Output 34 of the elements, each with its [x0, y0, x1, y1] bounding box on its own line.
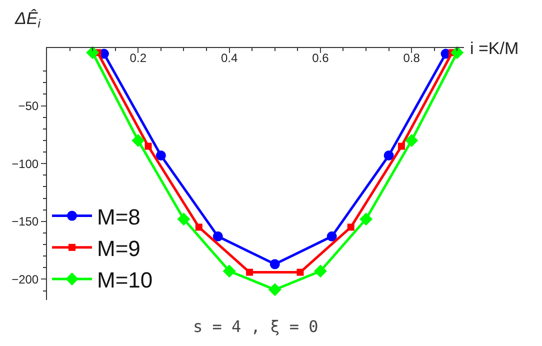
x-axis-title: i =K/M [470, 39, 519, 58]
point [177, 212, 190, 226]
legend-label: M=9 [97, 236, 140, 261]
y-tick-label: −200 [12, 272, 39, 286]
y-tick-label: −100 [12, 156, 39, 171]
point [360, 212, 373, 226]
point [314, 264, 327, 278]
y-tick-label: −50 [18, 99, 39, 113]
point [270, 259, 280, 270]
point [405, 134, 418, 147]
point [398, 142, 405, 150]
x-tick-label: 0.2 [130, 51, 147, 65]
point [132, 134, 145, 147]
x-tick-label: 0.6 [312, 51, 330, 65]
point [144, 142, 152, 150]
legend-label: M=8 [97, 204, 140, 230]
y-tick-label: −150 [12, 214, 39, 229]
point [296, 268, 304, 276]
x-tick-label: 0.4 [220, 51, 238, 65]
text: s = 4 , ξ = 0 [193, 317, 318, 336]
x-tick-label: 0.8 [403, 51, 420, 65]
point [212, 231, 223, 242]
point [384, 150, 394, 160]
point [222, 264, 236, 278]
y-axis-title: ΔÊ$_{i}$ [14, 9, 41, 31]
point [195, 224, 202, 231]
legend-label: M=10 [97, 268, 153, 293]
point [156, 150, 166, 160]
point [450, 46, 464, 60]
point [246, 268, 254, 276]
point [347, 224, 354, 231]
point [86, 46, 100, 60]
point [268, 283, 282, 296]
point [326, 231, 337, 242]
